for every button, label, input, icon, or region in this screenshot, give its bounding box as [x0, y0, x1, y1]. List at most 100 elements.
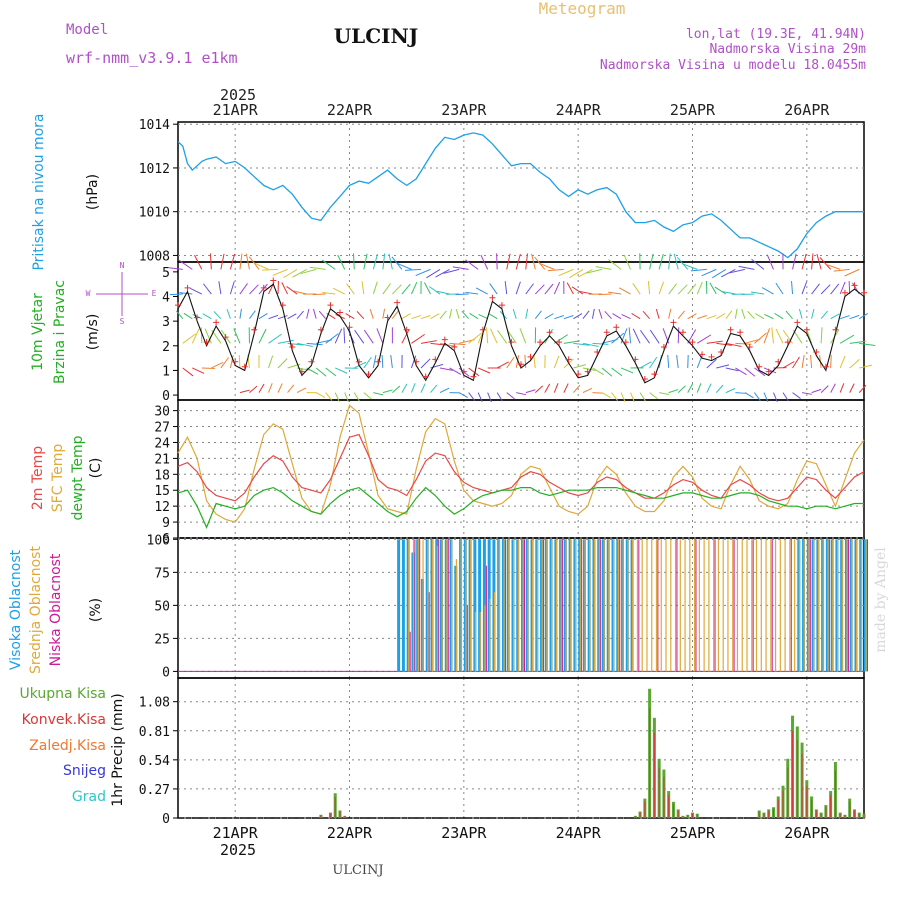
- gust-marker: [537, 339, 544, 346]
- wind-arrow: [848, 281, 851, 295]
- wind-arrow: [306, 342, 323, 346]
- wind-arrow: [504, 281, 508, 295]
- gust-marker: [479, 326, 486, 333]
- gust-marker: [213, 319, 220, 326]
- gust-marker: [584, 368, 591, 375]
- wind-arrow: [429, 286, 441, 295]
- tick-label: 0.54: [139, 754, 170, 769]
- wind-arrow: [811, 253, 814, 270]
- wind-arrow: [192, 367, 205, 374]
- bottom-day-label: 21APR: [213, 824, 259, 842]
- wind-arrow: [401, 383, 408, 393]
- wind-arrow: [439, 387, 450, 394]
- wind-arrow: [424, 282, 431, 295]
- wind-arrow: [735, 367, 747, 376]
- mid-cloud-bar: [813, 539, 815, 672]
- wind-arrow: [354, 361, 367, 369]
- tick-label: 27: [154, 421, 170, 436]
- panel-frame-temp: [177, 399, 865, 539]
- mid-cloud-bar: [493, 592, 496, 672]
- wind-arrow: [569, 268, 584, 279]
- precip-conv-bar: [796, 740, 798, 818]
- lonlat-text: lon,lat (19.3E, 41.94N): [686, 27, 866, 42]
- wind-arrow: [373, 392, 384, 396]
- mid-cloud-bar: [794, 539, 796, 672]
- wind-arrow: [296, 310, 304, 320]
- tick-label: 1: [162, 364, 170, 379]
- wind-arrow: [721, 268, 736, 278]
- precip-conv-bar: [811, 799, 813, 818]
- wind-arrow: [258, 383, 265, 393]
- mid-cloud-bar: [774, 539, 777, 672]
- wind-arrow: [539, 263, 555, 270]
- wind-arrow: [763, 367, 777, 374]
- wind-arrow: [169, 293, 183, 296]
- pressure-unit: (hPa): [85, 174, 101, 210]
- top-day-labels: 21APR 22APR 23APR 24APR 25APR 26APR: [213, 101, 831, 119]
- wind-arrow: [611, 392, 618, 401]
- wind-arrow: [345, 313, 355, 320]
- wind-arrow: [858, 384, 867, 393]
- wind-arrow: [801, 253, 807, 270]
- wind-arrow: [775, 282, 784, 295]
- gust-marker: [575, 371, 582, 378]
- tick-label: 24: [154, 436, 170, 451]
- wind-arrow: [696, 281, 703, 295]
- wind-arrow: [566, 282, 574, 295]
- precip-conv-bar: [658, 767, 660, 818]
- bottom-day-label: 25APR: [670, 824, 716, 842]
- wind-arrow: [839, 281, 846, 295]
- mid-cloud-bar: [560, 539, 562, 672]
- tick-label: 5: [162, 266, 170, 281]
- gust-marker: [289, 344, 296, 351]
- gust-marker: [298, 368, 305, 375]
- wind-arrow: [792, 392, 801, 399]
- wind-arrow: [582, 367, 596, 372]
- wind-arrow: [716, 342, 733, 346]
- wind-arrow: [220, 253, 225, 270]
- wind-arrow: [477, 392, 483, 402]
- tick-label: 30: [154, 405, 170, 420]
- wind-arrow: [582, 387, 593, 394]
- wind-arrow: [465, 291, 479, 295]
- wind-arrow: [283, 268, 298, 279]
- precip-unit: 1hr Precip (mm): [110, 693, 126, 806]
- gust-marker: [822, 363, 829, 370]
- wind-arrow: [313, 308, 317, 319]
- wind-arrow: [372, 355, 377, 369]
- gust-marker: [327, 302, 334, 309]
- gust-marker: [670, 319, 677, 326]
- wind-arrow: [534, 385, 544, 393]
- wind-arrow: [677, 284, 688, 295]
- mid-cloud-bar: [512, 539, 515, 672]
- gust-marker: [413, 358, 420, 365]
- wind-arrow: [363, 329, 374, 344]
- compass-rose: N W E S: [86, 261, 157, 326]
- wind-arrow: [258, 328, 267, 344]
- compass-s: S: [120, 317, 125, 326]
- wind-arrow: [677, 385, 686, 393]
- precip-bars: [178, 688, 866, 819]
- gust-marker: [270, 277, 277, 284]
- wind-arrow: [203, 283, 212, 295]
- wind-arrow: [591, 308, 595, 319]
- mid-cloud-bar: [532, 539, 534, 672]
- low-cloud-bar: [428, 592, 430, 672]
- temp-label-1: 2m Temp: [30, 446, 46, 510]
- wind-arrow: [430, 384, 438, 393]
- tick-label: 12: [154, 500, 170, 515]
- wind-arrow: [668, 389, 679, 394]
- wind-arrow: [775, 328, 784, 344]
- mid-cloud-bar: [598, 539, 600, 672]
- precip-conv-bar: [830, 795, 832, 818]
- precip-conv-bar: [815, 810, 817, 818]
- low-cloud-bar: [600, 539, 602, 672]
- wind-arrow: [372, 253, 378, 270]
- tick-label: 0.27: [139, 783, 170, 798]
- mid-cloud-bar: [498, 539, 500, 672]
- top-day-label: 25APR: [670, 101, 716, 119]
- wind-arrow: [649, 356, 658, 369]
- wind-arrow: [468, 332, 482, 344]
- wind-arrow: [819, 257, 832, 270]
